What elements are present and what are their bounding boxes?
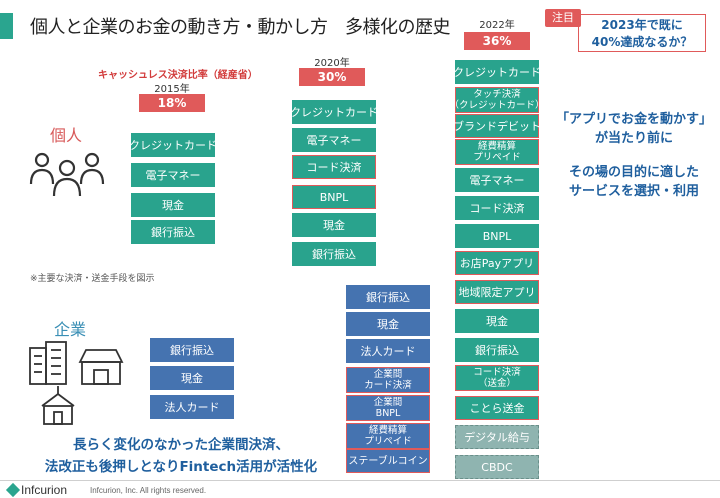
tile-2022-code-remit-line1: コード決済 bbox=[473, 367, 521, 378]
tile-2022-store-pay-app: お店Payアプリ bbox=[455, 251, 539, 275]
tile-corp2015-corp-card: 法人カード bbox=[150, 395, 234, 419]
tile-2022-touch-line2: （クレジットカード） bbox=[449, 100, 545, 111]
people-icon bbox=[29, 152, 105, 197]
tile-2022-digital-salary: デジタル給与 bbox=[455, 425, 539, 449]
tile-2020-credit-card: クレジットカード bbox=[290, 100, 378, 124]
tile-2020-cash: 現金 bbox=[292, 213, 376, 237]
b2b-line-2: 法改正も後押しとなりFintech活用が活性化 bbox=[44, 459, 318, 475]
tile-corp2020-b2b-bnpl-line2: BNPL bbox=[375, 408, 401, 419]
tile-2015-bank-transfer: 銀行振込 bbox=[131, 220, 215, 244]
note-small: ※主要な決済・送金手段を図示 bbox=[30, 274, 155, 284]
tile-corp2020-cash: 現金 bbox=[346, 312, 430, 336]
footer-divider bbox=[0, 480, 720, 481]
tile-2015-credit-card: クレジットカード bbox=[129, 133, 217, 157]
tile-corp2020-expense-prepaid: 経費精算 プリペイド bbox=[346, 423, 430, 449]
callout-line-2: 40%達成なるか？ bbox=[591, 35, 693, 49]
tile-2022-brand-debit: ブランドデビット bbox=[453, 114, 541, 138]
tile-2022-e-money: 電子マネー bbox=[455, 168, 539, 192]
b2b-fintech-message: 長らく変化のなかった企業間決済、 法改正も後押しとなりFintech活用が活性化 bbox=[20, 434, 342, 478]
section-corporate-label: 企業 bbox=[54, 320, 87, 339]
year-2020-label: 2020年 bbox=[314, 58, 350, 69]
logo-text: Infcurion bbox=[21, 483, 68, 497]
title-accent-bar bbox=[0, 13, 13, 39]
tile-corp2020-corp-card: 法人カード bbox=[346, 339, 430, 363]
app-money-line-2: が当たり前に bbox=[594, 131, 673, 146]
tile-corp2020-expense-line2: プリペイド bbox=[364, 436, 412, 447]
year-2015-label: 2015年 bbox=[154, 84, 190, 95]
tile-corp2020-stablecoin: ステーブルコイン bbox=[346, 449, 430, 473]
tile-2015-cash: 現金 bbox=[131, 193, 215, 217]
callout-line-1: 2023年で既に bbox=[601, 18, 683, 32]
cashless-ratio-label: キャッシュレス決済比率（経産省） bbox=[98, 70, 258, 81]
tile-2022-touch-payment: タッチ決済 （クレジットカード） bbox=[450, 87, 545, 113]
logo-mark-icon bbox=[5, 482, 21, 498]
tile-2020-bank-transfer: 銀行振込 bbox=[292, 242, 376, 266]
page-title: 個人と企業のお金の動き方・動かし方 多様化の歴史 bbox=[30, 17, 451, 38]
callout-2023: 2023年で既に 40%達成なるか？ bbox=[578, 14, 706, 52]
tile-2022-cbdc: CBDC bbox=[455, 455, 539, 479]
app-money-message: 「アプリでお金を動かす」 が当たり前に bbox=[548, 110, 720, 148]
tile-2022-bank-transfer: 銀行振込 bbox=[455, 338, 539, 362]
tile-2022-credit-card: クレジットカード bbox=[453, 60, 541, 84]
tile-2020-code-payment: コード決済 bbox=[292, 155, 376, 179]
select-service-line-1: その場の目的に適した bbox=[568, 165, 699, 180]
tile-2022-code-remit-line2: （送金） bbox=[477, 378, 516, 389]
year-2022-label: 2022年 bbox=[479, 20, 515, 31]
b2b-line-1: 長らく変化のなかった企業間決済、 bbox=[73, 437, 289, 453]
tile-corp2020-b2b-card-line1: 企業間 bbox=[373, 369, 403, 380]
tile-corp2020-expense-line1: 経費精算 bbox=[368, 425, 407, 436]
tile-corp2020-b2b-bnpl: 企業間 BNPL bbox=[346, 395, 430, 421]
tile-corp2020-b2b-bnpl-line1: 企業間 bbox=[373, 397, 403, 408]
tile-2020-e-money: 電子マネー bbox=[292, 128, 376, 152]
note-badge: 注目 bbox=[545, 9, 581, 27]
tile-2022-bnpl: BNPL bbox=[455, 224, 539, 248]
tile-2022-expense-line1: 経費精算 bbox=[477, 141, 516, 152]
tile-2022-cash: 現金 bbox=[455, 309, 539, 333]
buildings-icon bbox=[29, 341, 124, 425]
tile-corp2015-bank-transfer: 銀行振込 bbox=[150, 338, 234, 362]
select-service-line-2: サービスを選択・利用 bbox=[568, 184, 699, 199]
tile-2022-expense-prepaid: 経費精算 プリペイド bbox=[455, 139, 539, 165]
tile-2022-code-remittance: コード決済 （送金） bbox=[455, 365, 539, 391]
company-logo: Infcurion bbox=[5, 482, 68, 498]
select-service-message: その場の目的に適した サービスを選択・利用 bbox=[548, 163, 720, 201]
tile-corp2015-cash: 現金 bbox=[150, 366, 234, 390]
tile-corp2020-b2b-card: 企業間 カード決済 bbox=[346, 367, 430, 393]
section-individual-label: 個人 bbox=[50, 126, 83, 145]
tile-corp2020-b2b-card-line2: カード決済 bbox=[364, 380, 412, 391]
pct-2020-box: 30% bbox=[299, 68, 365, 86]
copyright-text: Infcurion, Inc. All rights reserved. bbox=[90, 486, 207, 495]
app-money-line-1: 「アプリでお金を動かす」 bbox=[555, 112, 712, 127]
tile-2022-regional-app: 地域限定アプリ bbox=[455, 280, 539, 304]
tile-2015-e-money: 電子マネー bbox=[131, 163, 215, 187]
tile-2020-bnpl: BNPL bbox=[292, 185, 376, 209]
pct-2022-box: 36% bbox=[464, 32, 530, 50]
pct-2015-box: 18% bbox=[139, 94, 205, 112]
tile-2022-kotora: ことら送金 bbox=[455, 396, 539, 420]
tile-2022-code-payment: コード決済 bbox=[455, 196, 539, 220]
tile-2022-touch-line1: タッチ決済 bbox=[473, 89, 521, 100]
tile-2022-expense-line2: プリペイド bbox=[473, 152, 521, 163]
tile-corp2020-bank-transfer: 銀行振込 bbox=[346, 285, 430, 309]
